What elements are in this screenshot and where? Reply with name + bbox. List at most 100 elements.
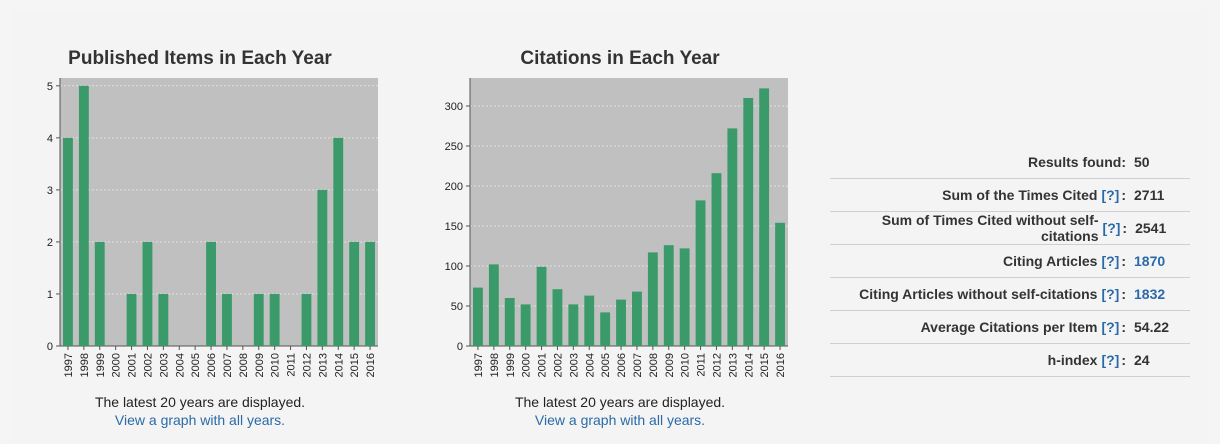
- y-tick-label: 100: [445, 261, 463, 273]
- x-tick-label: 2006: [616, 353, 628, 377]
- y-tick-label: 150: [445, 221, 463, 233]
- stat-value: 2541: [1135, 220, 1167, 236]
- x-tick-label: 1999: [95, 353, 107, 377]
- bar: [711, 173, 722, 346]
- bar: [504, 298, 515, 346]
- stat-label: h-index: [1047, 352, 1098, 368]
- stat-value: 2711: [1134, 187, 1165, 203]
- chart-caption: The latest 20 years are displayed. View …: [440, 393, 800, 429]
- bar: [743, 98, 754, 346]
- stat-row: Sum of the Times Cited [?]:2711: [830, 179, 1190, 212]
- stat-label: Average Citations per Item: [920, 319, 1098, 335]
- bar: [317, 189, 328, 346]
- y-tick-label: 3: [47, 185, 53, 197]
- y-tick-label: 250: [445, 141, 463, 153]
- help-link[interactable]: [?]: [1101, 352, 1120, 368]
- bar: [775, 222, 785, 346]
- help-link[interactable]: [?]: [1102, 220, 1121, 236]
- citation-report-stats: Results found: 50 Sum of the Times Cited [?…: [830, 146, 1190, 377]
- x-tick-label: 2008: [648, 353, 660, 377]
- x-tick-label: 2011: [696, 353, 708, 377]
- stat-label: Citing Articles: [1003, 253, 1098, 269]
- plot-area: [60, 78, 378, 346]
- help-link[interactable]: [?]: [1101, 319, 1120, 335]
- x-tick-label: 1998: [79, 353, 91, 377]
- stat-row: Average Citations per Item [?]:54.22: [830, 311, 1190, 344]
- bar: [269, 293, 280, 346]
- x-tick-label: 2016: [365, 353, 377, 377]
- bar: [695, 200, 706, 346]
- stat-row: Results found: 50: [830, 146, 1190, 179]
- colon: :: [1122, 220, 1128, 236]
- y-tick-label: 300: [445, 101, 463, 113]
- caption-text: The latest 20 years are displayed.: [94, 394, 306, 410]
- x-tick-label: 2012: [301, 353, 313, 377]
- stat-label: Results found:: [1028, 154, 1126, 170]
- bar: [301, 293, 312, 346]
- plot-area: [470, 78, 788, 346]
- bar: [584, 295, 595, 346]
- x-tick-label: 2014: [743, 353, 755, 377]
- help-link[interactable]: [?]: [1101, 286, 1120, 302]
- view-all-years-link[interactable]: View a graph with all years.: [114, 412, 286, 428]
- bar: [94, 241, 105, 346]
- colon: :: [1121, 352, 1126, 368]
- bar: [679, 248, 690, 346]
- x-tick-label: 2007: [222, 353, 234, 377]
- stat-value[interactable]: 1832: [1134, 286, 1166, 302]
- y-tick-label: 1: [47, 289, 53, 301]
- stat-value[interactable]: 1870: [1134, 253, 1166, 269]
- bar: [142, 241, 153, 346]
- x-tick-label: 2009: [664, 353, 676, 377]
- chart-caption: The latest 20 years are displayed. View …: [30, 393, 370, 429]
- x-tick-label: 2001: [537, 353, 549, 377]
- x-tick-label: 2004: [584, 353, 596, 377]
- view-all-years-link[interactable]: View a graph with all years.: [534, 412, 706, 428]
- x-tick-label: 2002: [142, 353, 154, 377]
- y-tick-label: 50: [451, 301, 463, 313]
- bar: [78, 85, 89, 347]
- bar: [536, 266, 547, 346]
- colon: :: [1121, 286, 1126, 302]
- bar: [488, 264, 499, 346]
- colon: :: [1121, 319, 1126, 335]
- bar: [365, 241, 375, 346]
- bar: [158, 293, 169, 346]
- y-tick-label: 2: [47, 237, 53, 249]
- bar: [222, 293, 232, 346]
- x-tick-label: 1997: [63, 353, 75, 377]
- x-tick-label: 2004: [174, 353, 186, 377]
- bar: [206, 241, 216, 346]
- stat-row: Sum of Times Cited without self-citation…: [830, 212, 1190, 245]
- y-tick-label: 4: [47, 133, 53, 145]
- bar: [759, 88, 770, 347]
- bar: [663, 245, 674, 346]
- stat-row: Citing Articles without self-citations [?…: [830, 278, 1190, 311]
- chart-title: Published Items in Each Year: [68, 48, 332, 69]
- stat-value: 54.22: [1134, 319, 1170, 335]
- x-tick-label: 2002: [552, 353, 564, 377]
- help-link[interactable]: [?]: [1101, 187, 1120, 203]
- x-tick-label: 1999: [505, 353, 517, 377]
- x-tick-label: 2001: [127, 353, 139, 377]
- x-tick-label: 1997: [473, 353, 485, 377]
- x-tick-label: 2009: [254, 353, 266, 377]
- stat-row: h-index [?]:24: [830, 344, 1190, 377]
- stat-label: Sum of Times Cited without self-citation…: [881, 212, 1099, 244]
- bar: [520, 304, 531, 346]
- bar: [616, 299, 626, 346]
- x-tick-label: 2008: [238, 353, 250, 377]
- x-tick-label: 2011: [286, 353, 298, 377]
- x-tick-label: 2005: [190, 353, 202, 377]
- y-tick-label: 5: [47, 81, 53, 93]
- bar: [647, 252, 658, 346]
- caption-text: The latest 20 years are displayed.: [514, 394, 726, 410]
- x-tick-label: 2003: [568, 353, 580, 377]
- help-link[interactable]: [?]: [1101, 253, 1120, 269]
- bar: [253, 293, 264, 346]
- x-tick-label: 2012: [711, 353, 723, 377]
- y-tick-label: 200: [445, 181, 463, 193]
- x-tick-label: 2000: [111, 353, 123, 377]
- x-tick-label: 1998: [489, 353, 501, 377]
